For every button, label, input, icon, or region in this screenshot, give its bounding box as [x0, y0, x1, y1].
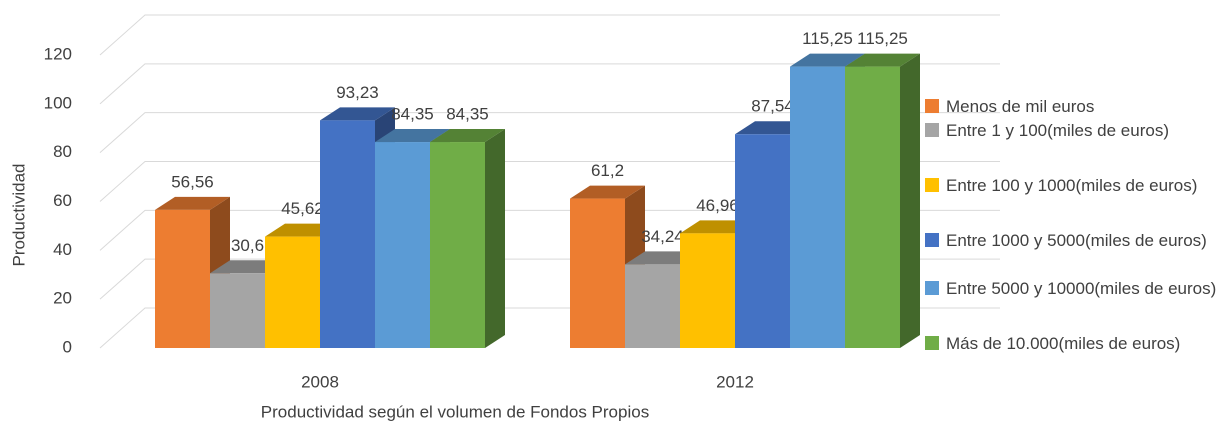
bar [680, 233, 735, 348]
legend-item: Entre 5000 y 10000(miles de euros) [925, 275, 1225, 302]
data-label: 93,23 [336, 83, 379, 102]
legend-label: Entre 1 y 100(miles de euros) [946, 121, 1169, 140]
data-label: 45,62 [281, 199, 324, 218]
grid-line [99, 209, 1000, 251]
data-label: 87,54 [751, 97, 794, 116]
bar-top [570, 185, 645, 199]
bar [570, 198, 625, 348]
bar [265, 236, 320, 348]
bar-top [375, 129, 450, 143]
y-tick-label: 100 [44, 93, 72, 112]
legend-item: Más de 10.000(miles de euros) [925, 330, 1225, 357]
grid-line [99, 112, 1000, 154]
y-tick-label: 0 [63, 337, 72, 356]
legend-swatch [925, 123, 939, 137]
data-label: 30,6 [231, 236, 264, 255]
data-label: 56,56 [171, 172, 214, 191]
bar-top [320, 107, 395, 121]
bar [210, 273, 265, 348]
grid-line [99, 14, 1000, 56]
y-tick-label: 40 [53, 240, 72, 259]
data-label: 84,35 [446, 105, 489, 124]
legend-swatch [925, 178, 939, 192]
legend-item: Entre 100 y 1000(miles de euros) [925, 172, 1225, 199]
bar [320, 120, 375, 348]
legend-label: Entre 5000 y 10000(miles de euros) [946, 279, 1217, 298]
bar [430, 142, 485, 348]
data-label: 115,25 [857, 29, 908, 48]
grid-line [99, 161, 1000, 202]
bar-top [845, 53, 920, 67]
x-axis-label: Productividad según el volumen de Fondos… [261, 402, 649, 421]
x-tick-label: 2008 [301, 372, 339, 391]
legend-swatch [925, 99, 939, 113]
data-label: 61,2 [591, 161, 624, 180]
bar [735, 134, 790, 348]
legend-label: Entre 1000 y 5000(miles de euros) [946, 231, 1207, 250]
legend-label: Entre 100 y 1000(miles de euros) [946, 176, 1198, 195]
bar [845, 66, 900, 349]
bar-side [485, 129, 505, 348]
data-label: 115,25 [802, 29, 853, 48]
bar [155, 209, 210, 348]
y-tick-label: 60 [53, 191, 72, 210]
y-tick-label: 80 [53, 142, 72, 161]
legend-label: Menos de mil euros [946, 97, 1095, 116]
legend-item: Entre 1000 y 5000(miles de euros) [925, 227, 1225, 254]
legend-swatch [925, 336, 939, 350]
y-axis-label: Productividad [9, 163, 28, 266]
legend-swatch [925, 281, 939, 295]
data-label: 34,24 [641, 227, 684, 246]
data-label: 84,35 [391, 105, 434, 124]
legend-swatch [925, 233, 939, 247]
data-label: 46,96 [696, 196, 739, 215]
grid-line [99, 63, 1000, 105]
bar-top [430, 129, 505, 143]
bar [625, 264, 680, 348]
bar-top [155, 196, 230, 210]
bar-top [790, 53, 865, 67]
legend-label: Más de 10.000(miles de euros) [946, 334, 1181, 353]
bar [375, 142, 430, 348]
bar-side [900, 53, 920, 349]
bar [790, 66, 845, 349]
x-tick-label: 2012 [716, 372, 754, 391]
y-tick-label: 20 [53, 289, 72, 308]
y-tick-label: 120 [44, 44, 72, 63]
legend-item: Menos de mil euros [925, 93, 1225, 120]
legend-item: Entre 1 y 100(miles de euros) [925, 117, 1225, 144]
